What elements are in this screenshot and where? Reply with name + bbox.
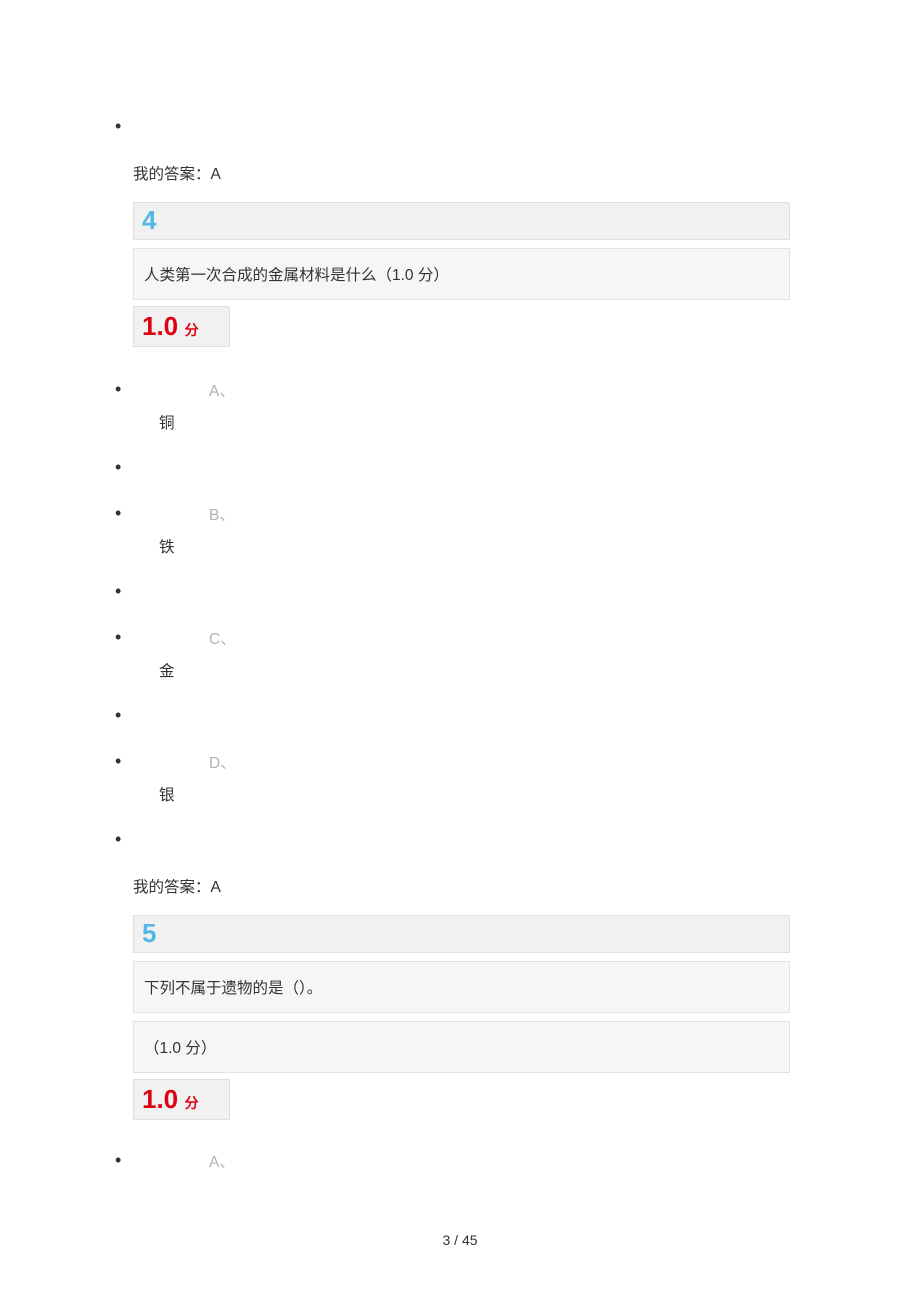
page-footer: 3 / 45 [0, 1232, 920, 1248]
q4-text: 人类第一次合成的金属材料是什么（1.0 分） [133, 248, 790, 300]
content-area: 我的答案：A 4 人类第一次合成的金属材料是什么（1.0 分） 1.0 分 A、… [133, 120, 790, 1172]
bullet-spacer [133, 120, 790, 142]
option-letter-b: B、 [209, 503, 790, 525]
q4-score-value: 1.0 [142, 311, 178, 341]
q4-number-box: 4 [133, 202, 790, 240]
q4-score-unit: 分 [185, 322, 199, 338]
q5-text-line2: （1.0 分） [133, 1021, 790, 1073]
q4-score-box: 1.0 分 [133, 306, 230, 347]
q5-score-box: 1.0 分 [133, 1079, 230, 1120]
q5-number: 5 [142, 918, 156, 948]
q4-option-d: D、 银 [133, 751, 790, 805]
q5-score-unit: 分 [185, 1095, 199, 1111]
q4-option-c: C、 金 [133, 627, 790, 681]
q4-option-a: A、 铜 [133, 379, 790, 433]
bullet-spacer [133, 461, 790, 483]
option-text-c: 金 [159, 659, 790, 681]
option-text-a: 铜 [159, 411, 790, 433]
q4-number: 4 [142, 205, 156, 235]
option-text-b: 铁 [159, 535, 790, 557]
bullet-spacer [133, 833, 790, 855]
option-letter-d: D、 [209, 751, 790, 773]
q5-option-a: A、 [133, 1150, 790, 1172]
q5-score-value: 1.0 [142, 1084, 178, 1114]
prev-answer: 我的答案：A [133, 162, 790, 184]
option-text-d: 银 [159, 783, 790, 805]
bullet-spacer [133, 709, 790, 731]
option-letter-a: A、 [209, 379, 790, 401]
bullet-spacer [133, 585, 790, 607]
option-letter-a: A、 [209, 1150, 790, 1172]
q5-text-line1: 下列不属于遗物的是（）。 [133, 961, 790, 1013]
q5-number-box: 5 [133, 915, 790, 953]
q4-option-b: B、 铁 [133, 503, 790, 557]
option-letter-c: C、 [209, 627, 790, 649]
q4-answer: 我的答案：A [133, 875, 790, 897]
